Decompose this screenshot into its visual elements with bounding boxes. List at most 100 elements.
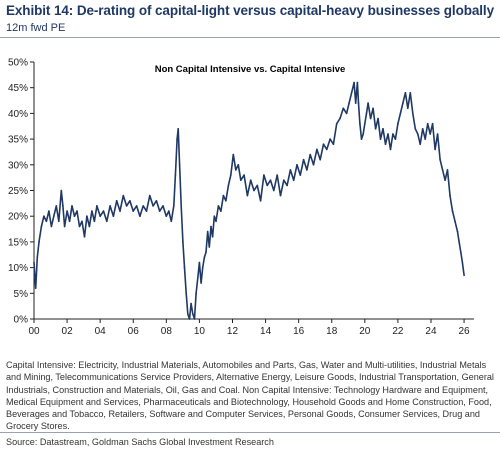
data-point <box>203 256 206 259</box>
data-point <box>276 174 279 176</box>
data-point <box>316 148 318 151</box>
data-point <box>359 122 361 125</box>
data-point <box>213 215 216 217</box>
series-points <box>33 81 465 320</box>
data-point <box>345 112 348 115</box>
data-point <box>208 246 211 248</box>
data-point <box>188 318 191 320</box>
data-point <box>243 174 245 176</box>
data-point <box>73 215 76 217</box>
data-point <box>145 210 148 212</box>
data-point <box>429 133 432 135</box>
data-point <box>227 184 230 187</box>
data-point <box>162 205 164 207</box>
data-point <box>460 251 462 253</box>
data-point <box>312 164 315 166</box>
exhibit-title: Exhibit 14: De-rating of capital-light v… <box>6 3 494 18</box>
data-point <box>142 205 144 207</box>
data-point <box>286 184 288 187</box>
y-tick-label: 15% <box>8 237 28 248</box>
data-point <box>283 179 285 181</box>
data-point <box>426 122 429 125</box>
data-point <box>369 117 372 120</box>
data-point <box>86 215 88 217</box>
data-point <box>299 174 302 176</box>
data-point <box>392 133 394 135</box>
chart-footnote: Capital Intensive: Electricity, Industri… <box>6 360 494 432</box>
data-point <box>397 122 399 125</box>
data-point <box>354 102 357 104</box>
data-point <box>81 220 83 223</box>
data-point <box>230 174 232 176</box>
x-tick-label: 04 <box>95 326 107 337</box>
data-point <box>279 194 282 197</box>
data-point <box>53 215 55 217</box>
data-point <box>135 205 138 207</box>
data-point <box>225 200 227 202</box>
data-point <box>173 205 175 207</box>
data-point <box>350 92 353 94</box>
data-point <box>34 287 37 289</box>
data-point <box>319 158 322 161</box>
data-point <box>112 215 115 217</box>
data-point <box>458 241 460 243</box>
data-point <box>222 194 225 197</box>
data-point <box>187 313 189 315</box>
data-point <box>326 148 328 151</box>
data-point <box>364 122 366 125</box>
x-tick-label: 14 <box>260 326 272 337</box>
data-point <box>220 210 222 212</box>
data-point <box>417 133 419 135</box>
data-point <box>379 138 382 140</box>
data-point <box>266 184 269 187</box>
y-axis: 0% 5% 10% 15% 20% 25% 30% 35% 40% 45% 50% <box>8 58 34 326</box>
data-point <box>374 128 377 130</box>
x-tick-label: 16 <box>293 326 305 337</box>
data-point <box>454 220 456 223</box>
data-point <box>339 117 341 120</box>
data-point <box>170 220 173 223</box>
data-point <box>155 200 158 202</box>
data-point <box>119 210 121 212</box>
data-point <box>93 220 96 223</box>
y-tick-label: 45% <box>8 83 28 94</box>
data-point <box>197 277 199 279</box>
data-point <box>387 133 389 135</box>
x-tick-label: 10 <box>194 326 206 337</box>
data-point <box>451 210 454 212</box>
data-point <box>439 158 441 161</box>
data-point <box>289 169 292 171</box>
series-line-non-capital-vs-capital <box>33 81 465 320</box>
data-point <box>185 292 187 295</box>
data-point <box>235 169 237 171</box>
data-point <box>132 210 134 212</box>
x-tick-label: 22 <box>392 326 404 337</box>
data-point <box>99 215 101 217</box>
data-point <box>302 158 305 161</box>
data-point <box>106 220 108 223</box>
data-point <box>205 251 207 253</box>
data-point <box>68 220 71 223</box>
data-point <box>168 210 170 212</box>
chart-title: Non Capital Intensive vs. Capital Intens… <box>155 64 346 75</box>
line-chart: Non Capital Intensive vs. Capital Intens… <box>8 58 474 337</box>
data-point <box>407 107 409 110</box>
x-tick-label: 02 <box>62 326 74 337</box>
data-point <box>83 236 86 238</box>
data-point <box>63 225 66 228</box>
data-point <box>348 102 350 104</box>
data-point <box>367 102 369 104</box>
data-point <box>259 200 262 202</box>
data-point <box>45 220 48 223</box>
data-point <box>60 189 63 192</box>
data-point <box>263 174 265 176</box>
x-tick-label: 26 <box>459 326 471 337</box>
data-point <box>200 282 202 284</box>
data-point <box>38 241 40 243</box>
data-point <box>48 210 50 212</box>
data-point <box>377 117 379 120</box>
data-point <box>190 302 192 305</box>
data-point <box>165 215 168 217</box>
data-point <box>384 143 387 145</box>
data-point <box>273 189 275 192</box>
